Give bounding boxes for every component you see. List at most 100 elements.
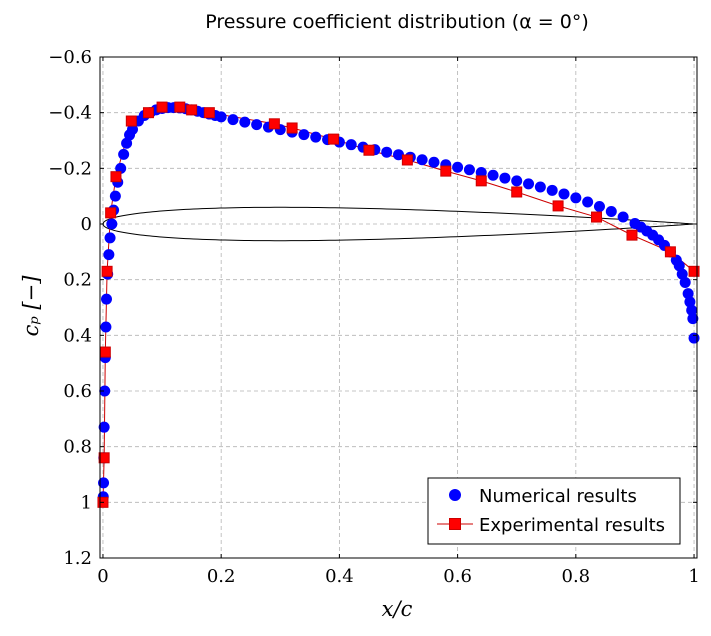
experimental-point [142, 107, 154, 119]
numerical-point [345, 139, 357, 151]
numerical-point [127, 123, 139, 135]
legend-experimental-marker [449, 518, 461, 530]
y-tick-label: 1 [81, 492, 92, 513]
numerical-point [310, 131, 322, 143]
numerical-point [227, 114, 239, 126]
numerical-point [239, 116, 251, 128]
experimental-point [125, 115, 137, 127]
x-tick-label: 0.2 [207, 566, 236, 587]
experimental-point [552, 200, 564, 212]
y-tick-label: −0.6 [48, 47, 92, 68]
numerical-point [593, 200, 605, 212]
numerical-point [121, 137, 133, 149]
experimental-point [186, 104, 198, 116]
numerical-point [106, 218, 118, 230]
numerical-point [104, 232, 116, 244]
experimental-point [286, 122, 298, 134]
numerical-point [617, 211, 629, 223]
y-tick-label: −0.2 [48, 158, 92, 179]
numerical-point [558, 188, 570, 200]
experimental-point [105, 207, 117, 219]
experimental-point [363, 144, 375, 156]
experimental-point [401, 154, 413, 166]
y-axis-label: cₚ [−] [19, 275, 43, 337]
numerical-point [98, 421, 110, 433]
y-tick-label: 0 [81, 214, 92, 235]
x-ticks: 0 0.2 0.4 0.6 0.8 1 [97, 57, 700, 587]
legend-numerical-marker [449, 489, 461, 501]
numerical-point [673, 260, 685, 272]
numerical-point [215, 111, 227, 123]
experimental-point [475, 175, 487, 187]
numerical-point [570, 192, 582, 204]
x-tick-label: 0 [97, 566, 108, 587]
experimental-point [591, 211, 603, 223]
y-tick-label: 0.4 [63, 325, 92, 346]
numerical-point [298, 129, 310, 141]
numerical-point [546, 184, 558, 196]
numerical-point [534, 181, 546, 193]
numerical-point [99, 385, 111, 397]
numerical-point [416, 154, 428, 166]
numerical-point [487, 169, 499, 181]
experimental-point [110, 171, 122, 183]
numerical-point [499, 172, 511, 184]
legend: Numerical results Experimental results [427, 477, 681, 545]
y-tick-label: 0.2 [63, 270, 92, 291]
numerical-point [523, 178, 535, 190]
experimental-line [102, 106, 695, 503]
experimental-point [101, 265, 113, 277]
numerical-point [463, 164, 475, 176]
legend-experimental-label: Experimental results [479, 515, 665, 536]
y-tick-label: 0.8 [63, 437, 92, 458]
x-tick-label: 1 [688, 566, 699, 587]
numerical-point [688, 332, 700, 344]
chart-title: Pressure coefficient distribution (α = 0… [205, 11, 589, 33]
y-tick-label: 0.6 [63, 381, 92, 402]
numerical-point [676, 268, 688, 280]
numerical-point [101, 293, 113, 305]
y-ticks: −0.6 −0.4 −0.2 0 0.2 0.4 0.6 0.8 1 1.2 [48, 47, 697, 569]
numerical-point [428, 156, 440, 168]
experimental-point [327, 133, 339, 145]
numerical-point [605, 205, 617, 217]
y-tick-label: 1.2 [63, 548, 92, 569]
numerical-point [686, 304, 698, 316]
numerical-point [103, 249, 115, 261]
experimental-point [511, 186, 523, 198]
experimental-point [268, 118, 280, 130]
experimental-series [97, 101, 700, 508]
x-tick-label: 0.4 [325, 566, 354, 587]
experimental-point [99, 346, 111, 358]
numerical-point [393, 149, 404, 161]
numerical-point [251, 119, 263, 131]
numerical-point [98, 477, 110, 489]
legend-numerical-label: Numerical results [479, 486, 637, 507]
numerical-point [682, 288, 694, 300]
experimental-point [203, 107, 215, 119]
numerical-point [475, 167, 487, 179]
numerical-point [687, 313, 699, 325]
experimental-point [688, 265, 700, 277]
experimental-point [156, 101, 168, 113]
numerical-series [97, 102, 700, 503]
numerical-point [100, 321, 112, 333]
numerical-point [109, 190, 121, 202]
numerical-point [381, 146, 393, 158]
experimental-polyline [102, 106, 695, 503]
numerical-point [679, 276, 691, 288]
numerical-point [511, 175, 523, 187]
experimental-point [440, 165, 452, 177]
experimental-point [626, 229, 638, 241]
plot-frame [99, 56, 698, 559]
x-tick-label: 0.6 [443, 566, 472, 587]
numerical-point [118, 148, 130, 160]
x-axis-label: x/c [382, 597, 413, 621]
x-tick-label: 0.8 [562, 566, 591, 587]
experimental-point [174, 101, 186, 113]
numerical-point [452, 161, 464, 173]
y-tick-label: −0.4 [48, 103, 92, 124]
numerical-point [115, 162, 127, 174]
experimental-point [664, 246, 676, 258]
